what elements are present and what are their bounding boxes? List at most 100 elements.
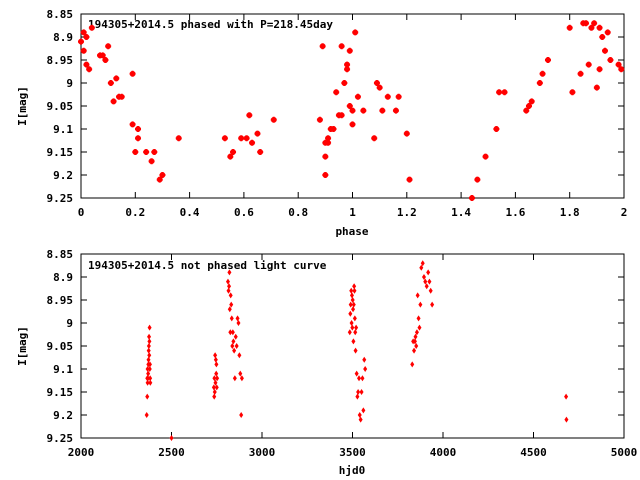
y-tick-label: 9.15	[47, 146, 74, 159]
data-point	[230, 329, 235, 336]
data-point	[322, 153, 329, 160]
data-point	[214, 384, 219, 391]
data-points	[78, 20, 625, 201]
data-point	[145, 393, 150, 400]
x-tick-label: 0	[78, 206, 85, 219]
data-point	[417, 324, 422, 331]
data-point	[230, 343, 235, 349]
data-point	[376, 84, 383, 91]
data-point	[146, 343, 151, 349]
phased-light-curve-panel: 194305+2014.5 phased with P=218.45day ph…	[16, 8, 627, 238]
data-point	[229, 315, 234, 322]
data-point	[392, 107, 399, 114]
data-point	[229, 301, 234, 308]
data-point	[243, 135, 250, 142]
data-point	[599, 34, 606, 40]
y-tick-label: 8.95	[47, 294, 74, 307]
data-point	[415, 292, 420, 299]
data-point	[228, 329, 233, 336]
data-point	[430, 301, 435, 308]
data-point	[416, 315, 421, 322]
data-point	[528, 98, 535, 105]
x-tick-label: 2500	[158, 446, 185, 459]
data-point	[135, 126, 142, 132]
data-point	[414, 329, 419, 336]
data-point	[536, 80, 543, 86]
data-point	[569, 89, 576, 96]
data-point	[316, 116, 323, 123]
data-point	[501, 89, 508, 96]
x-tick-label: 3000	[249, 446, 276, 459]
data-point	[146, 370, 151, 377]
data-point	[474, 176, 481, 183]
x-tick-label: 1.8	[560, 206, 580, 219]
data-point	[423, 278, 428, 285]
data-point	[118, 93, 125, 100]
data-point	[147, 366, 152, 372]
data-point	[145, 379, 150, 386]
data-point	[169, 435, 174, 441]
data-point	[348, 310, 353, 317]
data-point	[359, 389, 364, 395]
data-point	[110, 98, 117, 105]
data-point	[148, 379, 153, 386]
data-point	[227, 283, 232, 290]
data-point	[354, 93, 361, 100]
tick-group: 0 0.2 0.4 0.6 0.8 1 1.2 1.4 1.6 1.8 2 8.85 8.9 8.95 9 9…	[47, 8, 628, 219]
data-point	[144, 412, 149, 418]
data-point	[151, 149, 158, 155]
plot-frame	[80, 253, 625, 439]
data-point	[213, 352, 218, 359]
data-point	[350, 297, 355, 303]
data-point	[212, 375, 217, 382]
data-point	[349, 287, 354, 294]
data-point	[148, 158, 155, 165]
y-tick-label: 9.2	[53, 169, 73, 182]
data-point	[145, 366, 150, 372]
data-point	[227, 153, 234, 160]
data-point	[235, 315, 240, 322]
data-point	[113, 75, 120, 82]
data-point	[226, 287, 231, 294]
data-point	[354, 370, 359, 377]
x-tick-label: 0.6	[234, 206, 254, 219]
data-point	[225, 278, 230, 285]
data-point	[403, 130, 410, 137]
data-point	[231, 338, 236, 345]
data-point	[421, 274, 426, 280]
data-point	[564, 416, 569, 423]
y-tick-label: 9	[66, 77, 73, 90]
data-point	[348, 301, 353, 308]
data-point	[270, 116, 277, 123]
data-point	[493, 126, 500, 132]
data-point	[146, 356, 151, 363]
data-point	[145, 375, 150, 382]
x-tick-label: 5000	[611, 446, 638, 459]
data-point	[147, 338, 152, 345]
y-tick-label: 9.15	[47, 386, 74, 399]
data-point	[105, 43, 112, 50]
data-point	[325, 135, 332, 142]
data-point	[129, 121, 136, 128]
data-point	[525, 103, 532, 109]
data-point	[147, 324, 152, 331]
data-point	[601, 47, 608, 54]
y-tick-label: 8.9	[53, 31, 73, 44]
data-point	[357, 412, 362, 418]
data-point	[330, 126, 337, 132]
data-point	[355, 393, 360, 400]
data-point	[214, 361, 219, 368]
data-point	[356, 389, 361, 395]
data-point	[143, 149, 150, 155]
data-point	[80, 47, 87, 54]
data-point	[211, 384, 216, 391]
data-point	[147, 333, 152, 340]
data-point	[615, 61, 622, 68]
y-axis-label: I[mag]	[16, 326, 29, 366]
x-tick-label: 0.8	[288, 206, 308, 219]
data-point	[418, 301, 423, 308]
x-tick-label: 2	[621, 206, 628, 219]
data-point	[338, 43, 345, 50]
data-point	[352, 287, 357, 294]
data-point	[379, 107, 386, 114]
